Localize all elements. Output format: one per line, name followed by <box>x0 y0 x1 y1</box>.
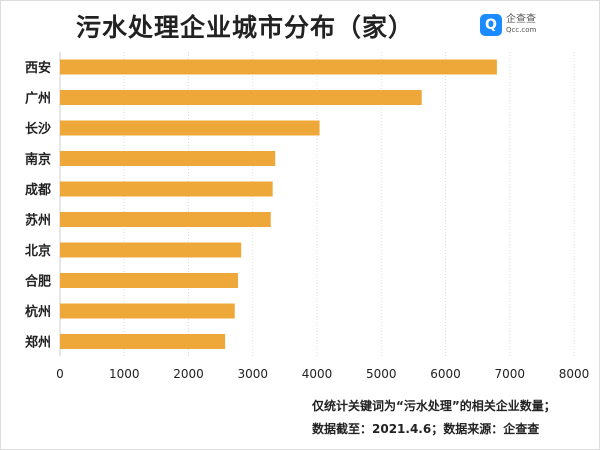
bar-成都 <box>60 181 273 197</box>
bar-北京 <box>60 242 242 258</box>
qcc-logo: Q 企查查 Qcc.com <box>480 14 536 36</box>
category-label: 北京 <box>25 243 51 259</box>
x-tick-label: 5000 <box>366 367 397 381</box>
x-tick-label: 7000 <box>494 367 525 381</box>
logo-domain: Qcc.com <box>506 26 537 34</box>
category-label: 长沙 <box>25 121 51 137</box>
category-label: 合肥 <box>25 274 51 290</box>
note-line-2: 数据截至：2021.4.6；数据来源：企查查 <box>312 422 540 436</box>
qcc-logo-icon: Q <box>480 14 502 36</box>
x-tick-label: 6000 <box>430 367 461 381</box>
x-tick-label: 1000 <box>109 367 140 381</box>
category-label: 郑州 <box>25 335 51 351</box>
x-tick-label: 8000 <box>559 367 590 381</box>
bar-苏州 <box>60 212 271 227</box>
x-tick-label: 4000 <box>302 367 333 381</box>
x-tick-label: 0 <box>56 367 64 381</box>
chart-title: 污水处理企业城市分布（家） <box>75 13 414 42</box>
logo-name: 企查查 <box>506 14 536 25</box>
note-line-1: 仅统计关键词为“污水处理”的相关企业数量； <box>312 399 556 413</box>
bar-南京 <box>60 151 276 166</box>
bar-郑州 <box>60 334 226 349</box>
bar-杭州 <box>60 303 235 319</box>
bar-西安 <box>60 59 497 75</box>
category-label: 广州 <box>25 91 51 107</box>
bar-长沙 <box>60 120 320 136</box>
x-tick-label: 2000 <box>173 367 204 381</box>
bar-广州 <box>60 90 422 105</box>
bar-合肥 <box>60 273 238 288</box>
category-label: 西安 <box>25 60 51 76</box>
x-tick-label: 3000 <box>237 367 268 381</box>
category-label: 南京 <box>25 152 51 168</box>
category-label: 成都 <box>25 182 51 198</box>
category-label: 杭州 <box>25 304 51 320</box>
category-label: 苏州 <box>25 213 51 229</box>
